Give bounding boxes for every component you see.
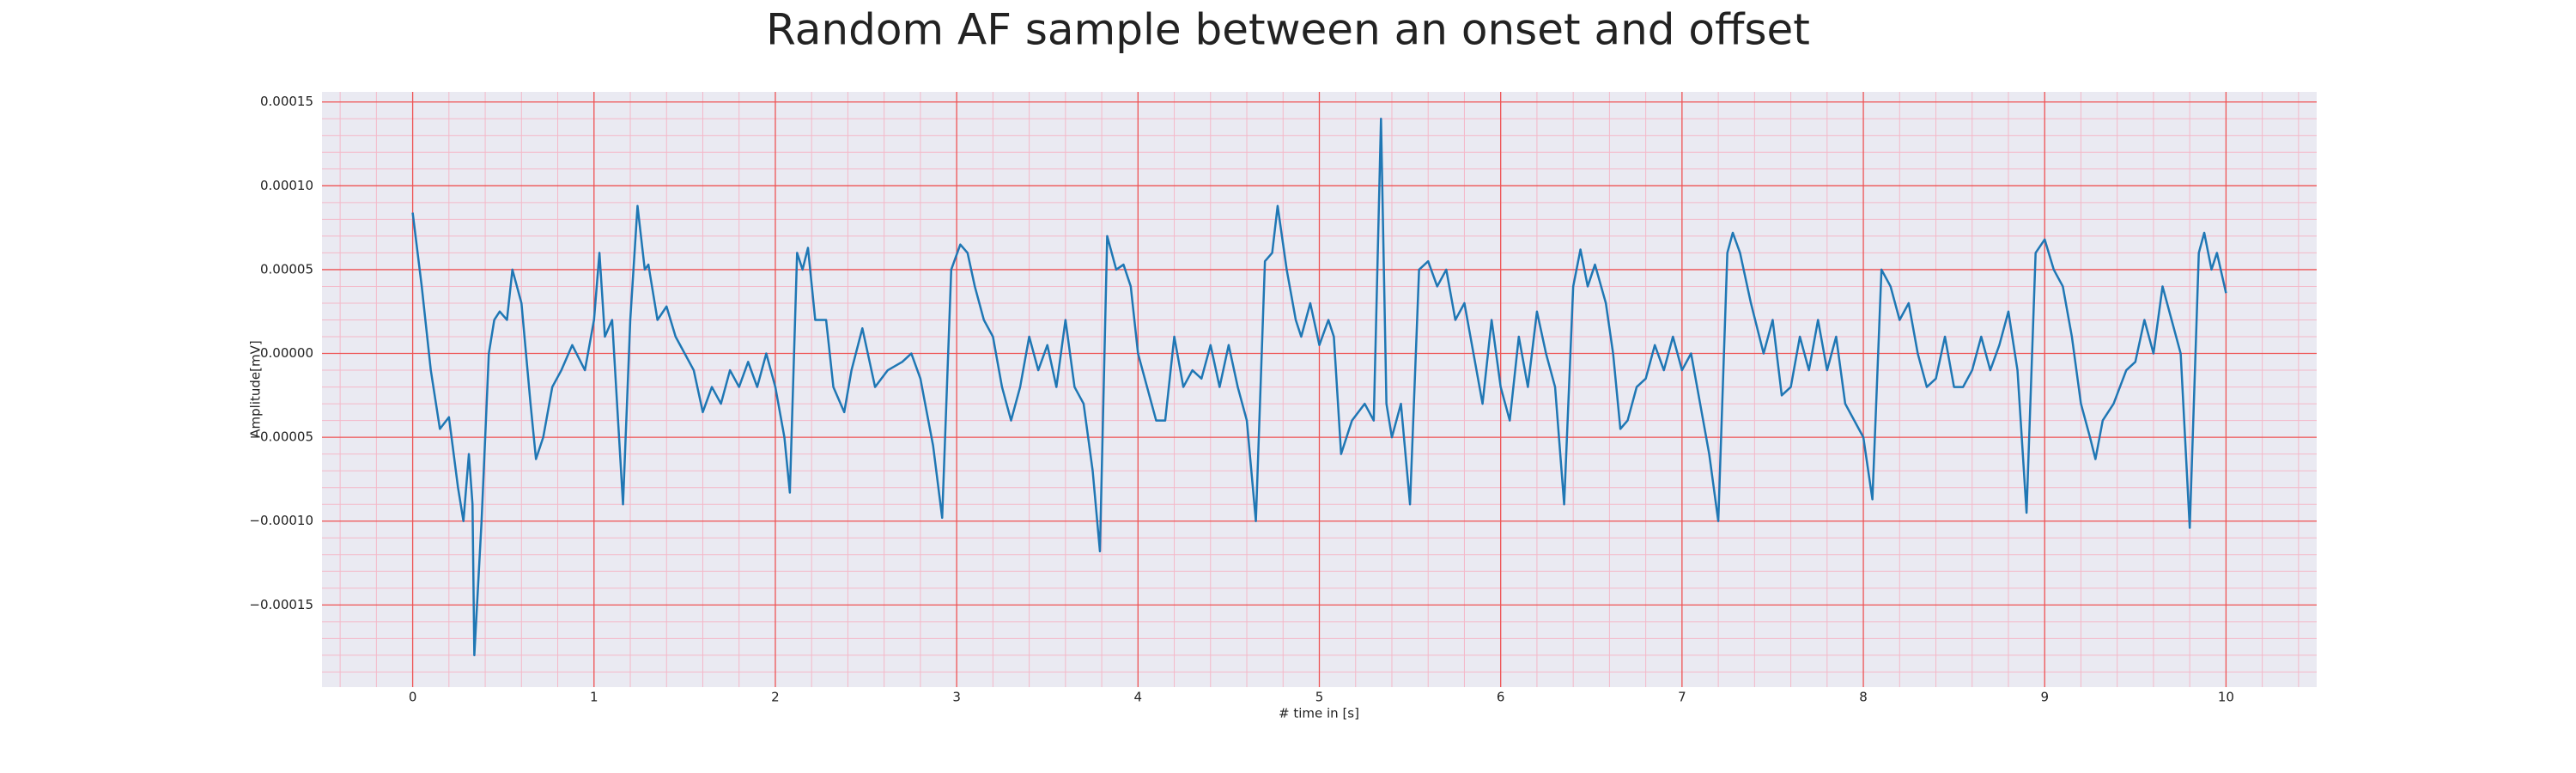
x-tick-label: 6 bbox=[1497, 690, 1505, 705]
x-tick-label: 9 bbox=[2040, 690, 2049, 705]
y-tick-label: 0.00005 bbox=[260, 261, 313, 277]
x-tick-label: 1 bbox=[590, 690, 598, 705]
x-tick-label: 2 bbox=[771, 690, 780, 705]
grid bbox=[322, 92, 2317, 687]
y-axis-label: Amplitude[mV] bbox=[248, 340, 264, 437]
x-axis-label: # time in [s] bbox=[1279, 706, 1359, 721]
x-tick-label: 5 bbox=[1315, 690, 1324, 705]
x-tick-label: 0 bbox=[409, 690, 417, 705]
x-tick-label: 10 bbox=[2218, 690, 2234, 705]
x-tick-label: 8 bbox=[1859, 690, 1868, 705]
y-tick-label: 0.00015 bbox=[260, 94, 313, 109]
x-tick-label: 4 bbox=[1134, 690, 1143, 705]
y-tick-label: −0.00005 bbox=[249, 429, 313, 445]
y-tick-label: −0.00010 bbox=[249, 513, 313, 528]
y-tick-label: −0.00015 bbox=[249, 597, 313, 612]
y-tick-label: 0.00000 bbox=[260, 345, 313, 361]
x-tick-label: 3 bbox=[952, 690, 961, 705]
signal-line bbox=[411, 117, 2227, 657]
y-tick-label: 0.00010 bbox=[260, 178, 313, 193]
marks bbox=[411, 117, 2227, 657]
chart-title: Random AF sample between an onset and of… bbox=[766, 5, 1810, 55]
x-tick-label: 7 bbox=[1678, 690, 1686, 705]
